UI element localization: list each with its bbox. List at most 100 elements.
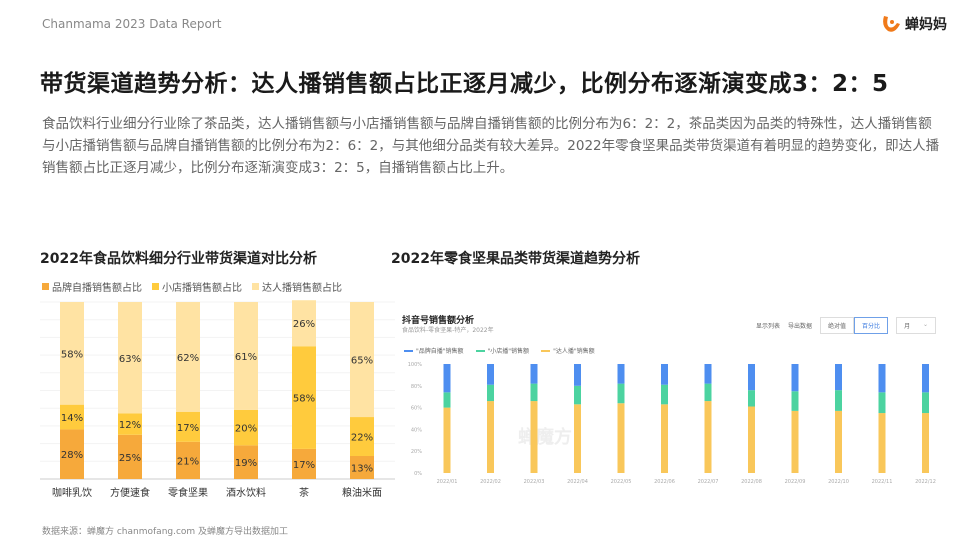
bar-segment xyxy=(530,383,538,402)
x-tick-label: 方便速食 xyxy=(110,486,150,499)
bar-segment xyxy=(704,364,712,384)
data-label: 63% xyxy=(119,354,141,365)
bar-segment xyxy=(878,413,886,473)
right-chart: 蝉魔方 0% 20% 40% 60% 80% 100% 2022/01 2022/02 2022/… xyxy=(408,362,936,485)
bar-segment xyxy=(443,392,451,408)
x-tick-label: 2022/12 xyxy=(915,479,936,485)
bar-segment xyxy=(574,364,581,386)
data-label: 17% xyxy=(177,423,199,434)
x-tick-label: 2022/07 xyxy=(698,479,719,485)
bar-segment xyxy=(60,404,84,430)
left-chart-title: 2022年食品饮料细分行业带货渠道对比分析 xyxy=(40,251,317,267)
bar-segment xyxy=(617,403,625,473)
bar-segment xyxy=(748,364,755,391)
legend-label: "小店播"销售额 xyxy=(487,348,530,355)
bar-segment xyxy=(530,364,538,384)
show-list-button[interactable]: 显示列表 xyxy=(756,323,781,330)
bar-segment xyxy=(791,410,799,473)
legend-label: 小店播销售额占比 xyxy=(162,283,242,294)
left-legend: 品牌自播销售额占比 小店播销售额占比 达人播销售额占比 xyxy=(42,279,342,294)
legend-brand: "品牌自播"销售额 xyxy=(404,346,464,355)
export-data-button[interactable]: 导出数据 xyxy=(788,323,813,330)
bar-segment xyxy=(574,404,581,473)
period-value: 月 xyxy=(904,323,911,330)
bar-segment xyxy=(118,302,142,414)
panel-toolbar: 显示列表 导出数据 绝对值 百分比 月 ⌄ xyxy=(756,317,937,334)
bar-segment xyxy=(292,346,316,449)
x-tick-label: 2022/04 xyxy=(567,479,588,485)
bar-segment xyxy=(661,364,668,385)
bar-segment xyxy=(487,364,494,385)
left-chart: 28% 14% 58% 咖啡乳饮 25% 12% 63% 方便速食 21% 17% 62% 零食坚果 1… xyxy=(40,300,395,499)
bar-segment xyxy=(60,302,84,405)
bar-segment xyxy=(661,404,668,473)
bar-segment xyxy=(835,364,842,391)
x-tick-label: 2022/03 xyxy=(524,479,545,485)
bar-segment xyxy=(350,417,374,456)
x-tick-label: 粮油米面 xyxy=(342,486,382,499)
legend-brand: 品牌自播销售额占比 xyxy=(42,279,142,294)
bar-segment xyxy=(922,413,929,473)
chevron-down-icon: ⌄ xyxy=(923,321,929,328)
panel-legend: "品牌自播"销售额 "小店播"销售额 "达人播"销售额 xyxy=(404,346,595,355)
legend-label: 品牌自播销售额占比 xyxy=(52,283,142,294)
bar-segment xyxy=(878,392,886,414)
bar-segment xyxy=(176,441,200,479)
x-tick-label: 茶 xyxy=(299,486,309,499)
bar-segment xyxy=(661,384,668,405)
bar-segment xyxy=(443,364,451,393)
bar-segment xyxy=(835,390,842,411)
x-tick-label: 2022/01 xyxy=(437,479,458,485)
data-label: 61% xyxy=(235,352,257,363)
bar-segment xyxy=(118,413,142,435)
data-label: 58% xyxy=(61,349,83,360)
bar-segment xyxy=(292,448,316,479)
bar-segment xyxy=(60,429,84,479)
bar-segment xyxy=(292,300,316,347)
bar-segment xyxy=(487,384,494,402)
x-tick-label: 2022/09 xyxy=(785,479,806,485)
page-title: 带货渠道趋势分析：达人播销售额占比正逐月减少，比例分布逐渐演变成3：2：5 xyxy=(40,71,889,97)
x-tick-label: 咖啡乳饮 xyxy=(52,486,92,499)
data-label: 17% xyxy=(293,460,315,471)
data-label: 22% xyxy=(351,433,373,444)
panel-subtitle: 食品饮料-零食坚果-特产，2022年 xyxy=(402,327,494,334)
report-label: Chanmama 2023 Data Report xyxy=(42,17,222,31)
bar-segment xyxy=(118,434,142,479)
x-tick-label: 2022/08 xyxy=(741,479,762,485)
bar-segment xyxy=(617,383,625,404)
x-tick-label: 2022/06 xyxy=(654,479,675,485)
bar-segment xyxy=(574,385,581,405)
legend-label: 达人播销售额占比 xyxy=(262,283,342,294)
logo-text: 蝉妈妈 xyxy=(905,17,947,33)
bar-segment xyxy=(176,411,200,442)
percentage-tab[interactable]: 百分比 xyxy=(854,317,889,334)
y-tick-label: 20% xyxy=(411,449,422,455)
legend-shop: 小店播销售额占比 xyxy=(152,279,242,294)
data-label: 13% xyxy=(351,463,373,474)
data-label: 28% xyxy=(61,450,83,461)
bar-segment xyxy=(617,364,625,384)
x-tick-label: 酒水饮料 xyxy=(226,486,266,499)
x-tick-label: 2022/02 xyxy=(480,479,501,485)
bar-segment xyxy=(350,455,374,479)
logo: 蝉妈妈 xyxy=(880,14,947,34)
data-label: 21% xyxy=(177,456,199,467)
right-chart-title: 2022年零食坚果品类带货渠道趋势分析 xyxy=(391,251,640,267)
y-tick-label: 60% xyxy=(411,406,422,412)
period-select[interactable]: 月 ⌄ xyxy=(896,317,937,334)
absolute-value-tab[interactable]: 绝对值 xyxy=(820,317,855,334)
bar-segment xyxy=(704,383,712,402)
data-label: 62% xyxy=(177,353,199,364)
logo-icon xyxy=(883,16,900,32)
bar-segment xyxy=(443,407,451,473)
bar-segment xyxy=(176,302,200,412)
description: 食品饮料行业细分行业除了茶品类，达人播销售额与小店播销售额与品牌自播销售额的比例… xyxy=(42,116,940,176)
y-tick-label: 40% xyxy=(411,427,422,433)
bar-segment xyxy=(748,390,755,407)
data-source: 数据来源：蝉魔方 chanmofang.com 及蝉魔方导出数据加工 xyxy=(42,527,289,537)
x-tick-label: 2022/10 xyxy=(828,479,849,485)
bar-segment xyxy=(234,409,258,446)
x-tick-label: 零食坚果 xyxy=(168,486,208,499)
bar-segment xyxy=(748,406,755,473)
